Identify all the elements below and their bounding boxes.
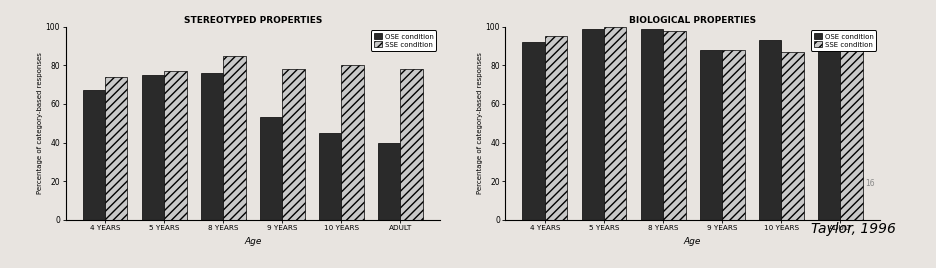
Y-axis label: Percentage of category-based responses: Percentage of category-based responses xyxy=(37,52,43,194)
Bar xyxy=(260,117,283,220)
Bar xyxy=(782,52,804,220)
Bar xyxy=(82,91,105,220)
X-axis label: Age: Age xyxy=(684,237,701,246)
Bar xyxy=(581,29,604,220)
Legend: OSE condition, SSE condition: OSE condition, SSE condition xyxy=(811,30,876,51)
X-axis label: Age: Age xyxy=(244,237,261,246)
Bar xyxy=(223,56,245,220)
Bar xyxy=(378,143,401,220)
Bar xyxy=(200,73,223,220)
Bar xyxy=(283,69,305,220)
Bar xyxy=(663,31,685,220)
Bar xyxy=(841,36,863,220)
Title: STEREOTYPED PROPERTIES: STEREOTYPED PROPERTIES xyxy=(183,16,322,25)
Title: BIOLOGICAL PROPERTIES: BIOLOGICAL PROPERTIES xyxy=(629,16,756,25)
Bar xyxy=(401,69,423,220)
Bar xyxy=(723,50,745,220)
Bar xyxy=(522,42,545,220)
Bar xyxy=(164,71,186,220)
Bar xyxy=(818,35,841,220)
Bar xyxy=(545,36,567,220)
Bar xyxy=(105,77,127,220)
Bar xyxy=(342,65,364,220)
Bar xyxy=(700,50,723,220)
Text: Taylor, 1996: Taylor, 1996 xyxy=(811,222,896,236)
Bar xyxy=(141,75,164,220)
Bar xyxy=(640,29,663,220)
Text: 16: 16 xyxy=(865,178,874,188)
Y-axis label: Percentage of category-based responses: Percentage of category-based responses xyxy=(476,52,483,194)
Bar xyxy=(604,27,626,220)
Bar xyxy=(759,40,782,220)
Bar xyxy=(319,133,342,220)
Legend: OSE condition, SSE condition: OSE condition, SSE condition xyxy=(371,30,436,51)
